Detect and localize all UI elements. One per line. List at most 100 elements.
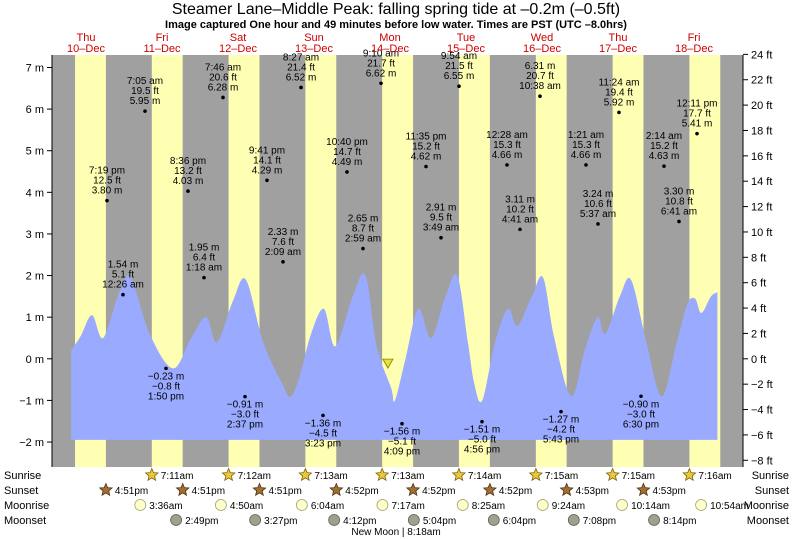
sunrise-icon (221, 467, 236, 482)
sunset-time-label: 4:53pm (576, 486, 609, 497)
extreme-label: 9.5 ft (430, 213, 452, 224)
moonset-icon (249, 514, 262, 526)
day-date-label: 18–Dec (675, 43, 713, 55)
extreme-label-top: 2.65 m (348, 214, 379, 225)
extreme-label: 13.2 ft (174, 166, 202, 177)
extreme-label: −3.0 ft (231, 410, 259, 421)
extreme-label: 4:41 am (502, 214, 538, 225)
sunrise-time-label: 7:12am (238, 471, 271, 482)
extreme-label: −5.1 ft (388, 437, 416, 448)
extreme-dot (105, 198, 109, 203)
moonset-time-label: 6:04pm (503, 516, 536, 527)
extreme-label-top: 6.31 m (525, 61, 556, 72)
moonrise-time-label: 6:04am (311, 501, 344, 512)
night-band (720, 55, 743, 467)
right-tick-label: 6 ft (751, 278, 766, 290)
extreme-label: 5.41 m (682, 119, 713, 130)
left-tick-label: 7 m (26, 62, 44, 74)
sunset-icon (636, 482, 651, 497)
extreme-label: 21.4 ft (287, 62, 315, 73)
moonset-time-label: 3:27pm (264, 516, 297, 527)
extreme-label: 10.8 ft (665, 196, 693, 207)
extreme-label: 20.7 ft (526, 71, 554, 82)
left-tick-label: 0 m (26, 354, 44, 366)
moonrise-time-label: 7:17am (391, 501, 424, 512)
extreme-label-top: 8:36 pm (170, 156, 206, 167)
extreme-label: 14.7 ft (333, 147, 361, 158)
moonrise-icon (376, 499, 389, 511)
extreme-label: −0.8 ft (152, 381, 180, 392)
sunrise-time-label: 7:15am (545, 471, 578, 482)
left-tick-label: −2 m (19, 437, 44, 449)
extreme-label: 4.29 m (252, 165, 283, 176)
extreme-label-top: 7:05 am (127, 76, 163, 87)
extreme-label-top: 11:24 am (599, 77, 640, 88)
extreme-label: 2:59 am (345, 234, 381, 245)
day-name-label: Wed (531, 32, 553, 44)
extreme-dot (243, 394, 247, 399)
right-tick-label: 20 ft (751, 100, 772, 112)
extreme-dot (639, 394, 643, 399)
extreme-dot (121, 292, 125, 297)
moonrise-time-label: 3:36am (149, 501, 182, 512)
extreme-label: 5.1 ft (112, 270, 134, 281)
moonrise-icon (215, 499, 227, 511)
sunrise-icon (528, 467, 543, 482)
extreme-label: −0.90 m (623, 399, 659, 410)
row-label-sunrise-right: Sunrise (752, 470, 789, 482)
sunset-time-label: 4:53pm (652, 486, 685, 497)
row-label-sunrise: Sunrise (4, 470, 41, 482)
extreme-label: −5.0 ft (468, 435, 496, 446)
moonrise-time-label: 10:54am (710, 501, 749, 512)
extreme-label: 10.2 ft (506, 204, 534, 215)
sunset-time-label: 4:51pm (192, 486, 225, 497)
extreme-dot (695, 131, 699, 136)
day-name-label: Thu (77, 32, 96, 44)
extreme-label-top: 10:40 pm (326, 137, 368, 148)
extreme-label: 4:09 pm (384, 447, 420, 458)
sunset-time-label: 4:51pm (268, 486, 301, 497)
extreme-label: 12.5 ft (93, 176, 121, 187)
moonset-icon (328, 514, 341, 526)
left-tick-label: 4 m (26, 187, 44, 199)
moonrise-icon (616, 499, 628, 511)
sunset-icon (329, 482, 344, 497)
day-name-label: Thu (609, 32, 628, 44)
right-tick-label: −6 ft (751, 430, 773, 442)
extreme-dot (677, 219, 681, 224)
extreme-label: 4.66 m (571, 150, 602, 161)
right-tick-label: 4 ft (751, 303, 766, 315)
left-tick-label: 1 m (26, 312, 44, 324)
day-date-label: 14–Dec (371, 43, 409, 55)
sunrise-icon (605, 467, 620, 482)
extreme-label: 5:43 pm (543, 435, 579, 446)
row-label-sunset-right: Sunset (755, 485, 789, 497)
extreme-label-top: 2.33 m (268, 227, 299, 238)
moonrise-icon (536, 499, 549, 511)
moonset-icon (487, 514, 500, 526)
extreme-label-top: 9:41 pm (249, 145, 285, 156)
extreme-label: 3:23 pm (305, 438, 341, 449)
extreme-label: 4.49 m (332, 157, 363, 168)
extreme-label: 2:09 am (265, 247, 301, 258)
extreme-label: 1:50 pm (148, 391, 184, 402)
row-label-moonrise: Moonrise (4, 500, 49, 512)
extreme-dot (518, 227, 522, 232)
right-tick-label: −2 ft (751, 379, 773, 391)
moonrise-icon (695, 499, 707, 511)
sunrise-icon (144, 467, 159, 482)
extreme-label: −4.5 ft (309, 428, 337, 439)
extreme-label: −1.51 m (464, 425, 500, 436)
extreme-dot (617, 110, 621, 115)
extreme-label-top: 8:27 am (283, 52, 319, 63)
extreme-label: 6:41 am (661, 206, 697, 217)
extreme-label: 7.6 ft (272, 237, 294, 248)
extreme-label: 6.55 m (444, 71, 475, 82)
extreme-label-top: 2.91 m (426, 203, 457, 214)
extreme-label: 10.6 ft (584, 199, 612, 210)
extreme-label: 3.80 m (92, 186, 123, 197)
moonset-icon (407, 514, 420, 526)
extreme-label: −1.36 m (305, 418, 341, 429)
extreme-label: 19.5 ft (131, 86, 159, 97)
